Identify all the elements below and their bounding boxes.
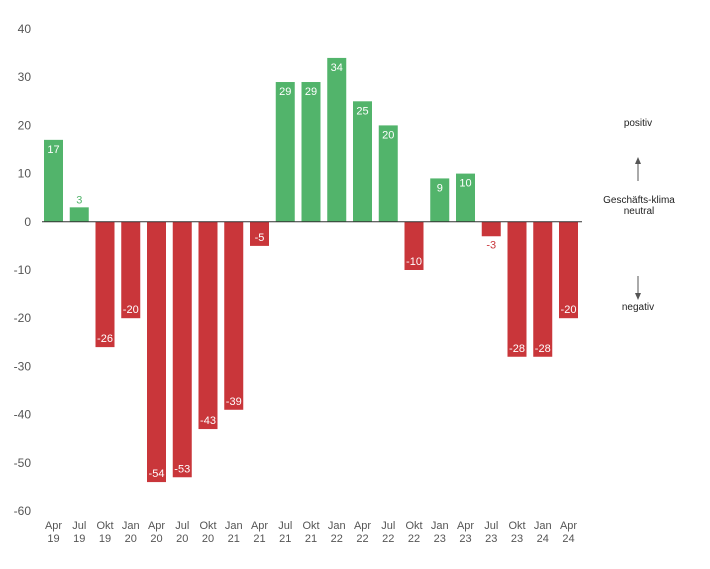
data-label: -3 [486, 239, 496, 251]
bar [378, 125, 398, 222]
arrow-down-head-icon [635, 293, 641, 300]
bar [507, 221, 527, 357]
x-tick-label: Okt 21 [302, 520, 319, 545]
bar [404, 221, 424, 270]
data-label: 29 [305, 86, 317, 98]
data-label: -43 [200, 415, 216, 427]
x-tick-label: Jan 20 [122, 520, 140, 545]
bar [121, 221, 141, 319]
x-tick-label: Apr 24 [560, 520, 577, 545]
x-tick-label: Apr 19 [45, 520, 62, 545]
bar [327, 57, 347, 222]
bar [275, 82, 295, 222]
data-label: -28 [509, 343, 525, 355]
x-tick-label: Jan 21 [225, 520, 243, 545]
data-label: -28 [535, 343, 551, 355]
x-tick-label: Apr 21 [251, 520, 268, 545]
bar [481, 221, 501, 237]
data-label: -5 [255, 232, 265, 244]
x-tick-label: Okt 22 [405, 520, 422, 545]
data-label: -20 [123, 304, 139, 316]
bar [250, 221, 269, 246]
data-label: 9 [437, 182, 443, 194]
bar [301, 82, 321, 222]
y-tick-label: 20 [18, 118, 32, 132]
x-tick-label: Okt 20 [199, 520, 216, 545]
data-label: 29 [279, 86, 291, 98]
y-tick-label: -30 [14, 359, 32, 373]
data-label: -10 [406, 256, 422, 268]
bar [456, 173, 475, 222]
legend-neutral-line1: Geschäfts-klima [603, 195, 675, 206]
x-tick-label: Jul 21 [278, 520, 292, 545]
bar [147, 221, 166, 483]
data-label: -53 [174, 463, 190, 475]
x-tick-label: Okt 19 [96, 520, 113, 545]
y-tick-label: -20 [14, 311, 32, 325]
y-tick-label: -40 [14, 408, 32, 422]
arrow-up-head-icon [635, 157, 641, 164]
bar [224, 221, 244, 410]
x-tick-label: Apr 20 [148, 520, 165, 545]
legend-neutral-line2: neutral [623, 206, 655, 217]
data-label: 34 [331, 62, 343, 74]
x-tick-label: Apr 22 [354, 520, 371, 545]
legend-positive-label: positiv [623, 118, 653, 129]
data-label: 17 [47, 144, 59, 156]
y-tick-label: 40 [18, 22, 32, 36]
x-tick-label: Jan 24 [534, 520, 552, 545]
data-label: 25 [356, 105, 368, 117]
x-tick-label: Jul 23 [484, 520, 498, 545]
y-tick-label: -50 [14, 456, 32, 470]
bar [533, 221, 553, 357]
y-tick-label: 10 [18, 167, 32, 181]
legend-neutral-label: Geschäfts-klima neutral [596, 195, 682, 217]
bar [430, 178, 450, 222]
bar [353, 101, 372, 222]
data-label: -20 [561, 304, 577, 316]
legend-negative-label: negativ [621, 302, 655, 313]
bar [198, 221, 218, 430]
data-label: -54 [149, 468, 165, 480]
x-tick-label: Jul 20 [175, 520, 189, 545]
y-tick-label: -60 [14, 504, 32, 518]
data-label: 10 [459, 178, 471, 190]
data-label: -26 [97, 333, 113, 345]
x-tick-label: Jan 23 [431, 520, 449, 545]
bar [69, 207, 89, 222]
data-label: 3 [76, 194, 82, 206]
y-tick-label: -10 [14, 263, 32, 277]
x-tick-label: Jul 22 [381, 520, 395, 545]
bar [559, 221, 578, 319]
x-tick-label: Jan 22 [328, 520, 346, 545]
x-tick-label: Okt 23 [508, 520, 525, 545]
data-label: -39 [226, 396, 242, 408]
y-tick-label: 30 [18, 70, 32, 84]
bar [172, 221, 192, 478]
bar [95, 221, 115, 348]
bar [44, 139, 63, 222]
data-label: 20 [382, 129, 394, 141]
x-tick-label: Jul 19 [72, 520, 86, 545]
y-tick-label: 0 [24, 215, 31, 229]
x-tick-label: Apr 23 [457, 520, 474, 545]
